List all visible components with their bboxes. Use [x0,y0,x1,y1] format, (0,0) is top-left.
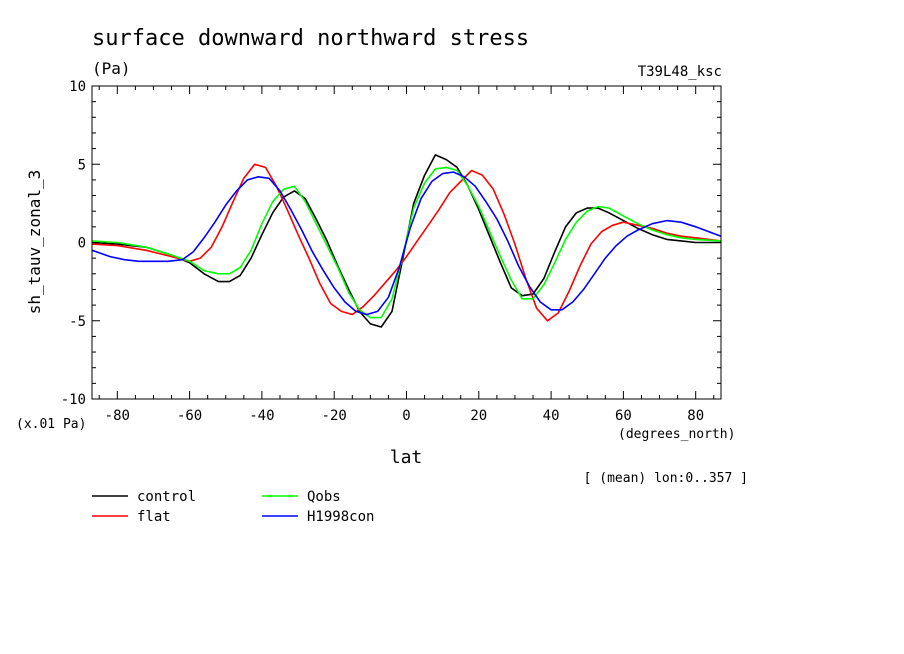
run-label: T39L48_ksc [638,64,722,80]
x-tick-label: 0 [402,408,410,424]
y-tick-label: -10 [61,392,86,408]
legend: control flat Qobs H1998con [92,489,374,525]
y-tick-labels: -10 -5 0 5 10 [61,79,86,408]
x-units-label: (degrees_north) [618,427,735,442]
legend-label-qobs: Qobs [307,489,341,505]
series-lines [91,154,722,328]
series-line-h1998con [91,171,722,316]
y-units-label: (x.01 Pa) [16,417,86,432]
legend-label-flat: flat [137,509,171,525]
series-line-qobs [91,166,722,319]
x-tick-label: 20 [470,408,487,424]
y-tick-label: 5 [78,157,86,173]
x-tick-label: -20 [322,408,347,424]
x-tick-label: 40 [543,408,560,424]
y-axis-label: sh_tauv_zonal_3 [25,170,44,315]
x-tick-label: 60 [615,408,632,424]
chart-title: surface downward northward stress [92,26,529,51]
x-tick-labels: -80 -60 -40 -20 0 20 40 60 80 [105,408,704,424]
plot-frame [91,85,722,400]
x-axis-label: lat [390,447,423,468]
averaging-note: [ (mean) lon:0..357 ] [584,471,748,486]
chart-subtitle: (Pa) [92,59,131,78]
legend-label-h1998con: H1998con [307,509,374,525]
x-tick-label: -60 [177,408,202,424]
x-tick-label: 80 [687,408,704,424]
y-tick-label: 0 [78,236,86,252]
x-tick-label: -40 [249,408,274,424]
x-tick-label: -80 [105,408,130,424]
series-line-flat [91,163,722,322]
y-tick-label: -5 [69,314,86,330]
legend-label-control: control [137,489,196,505]
y-tick-label: 10 [69,79,86,95]
axis-ticks [92,85,721,400]
